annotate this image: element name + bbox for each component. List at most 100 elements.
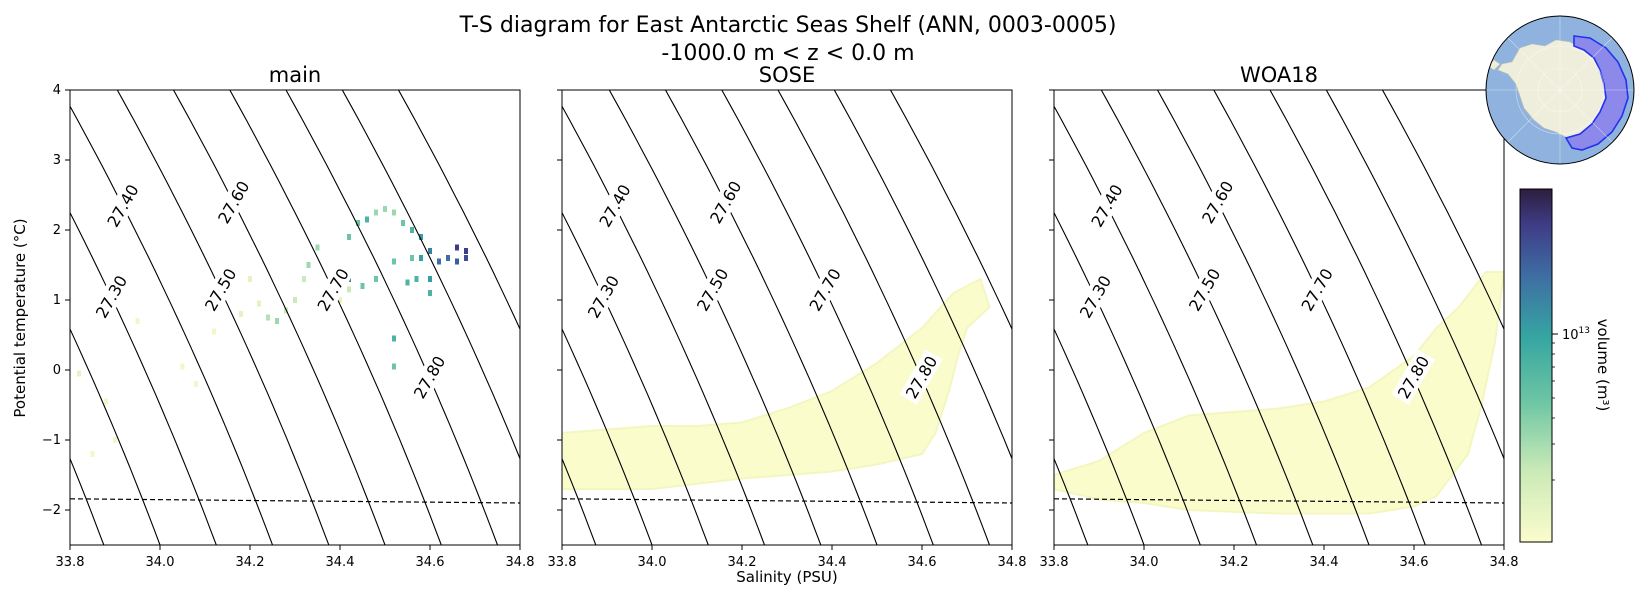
ts-bin — [135, 318, 140, 324]
contour-label: 27.30 — [1076, 272, 1115, 321]
ts-bin — [464, 248, 468, 254]
isopycnal-line — [285, 90, 499, 545]
ts-bin — [405, 279, 410, 286]
contour-label: 27.30 — [92, 272, 131, 321]
contour-label-bg — [211, 174, 256, 230]
x-tick-label: 34.6 — [908, 555, 937, 570]
x-tick-label: 34.8 — [1490, 555, 1519, 570]
isopycnal-line — [1100, 90, 1314, 545]
contour-label: 27.80 — [410, 353, 449, 402]
contour-label: 27.40 — [1087, 181, 1126, 230]
ts-bin — [392, 209, 396, 216]
x-tick-label: 34.0 — [638, 555, 667, 570]
ts-bin — [248, 276, 252, 282]
isopycnal-line — [777, 90, 991, 545]
y-tick-label: 4 — [53, 83, 61, 98]
ts-bin — [266, 314, 270, 321]
isopycnal-line — [70, 211, 217, 545]
ts-bin — [437, 258, 441, 265]
ts-bin — [180, 363, 185, 370]
isopycnal-line — [116, 90, 330, 545]
contour-label-bg — [899, 349, 943, 405]
panel-woa18-frame — [1053, 89, 1505, 546]
contour-label: 27.50 — [201, 265, 240, 314]
freezing-line — [562, 498, 1012, 504]
contour-label-bg — [1073, 268, 1117, 325]
contour-label-bg — [198, 261, 242, 318]
ts-bin — [428, 276, 432, 282]
contour-label-bg — [1182, 261, 1226, 318]
x-tick-label: 34.8 — [506, 555, 535, 570]
contour-label: 27.40 — [103, 181, 142, 230]
y-tick-label: 2 — [53, 223, 61, 238]
ts-bin — [455, 258, 459, 265]
contour-label-bg — [89, 268, 133, 325]
panel-woa18-ticks: 33.8 34.0 34.2 34.4 34.6 34.8 — [1040, 89, 1519, 570]
x-tick-label: 34.4 — [1310, 555, 1339, 570]
region-map-inset — [1485, 15, 1635, 165]
ts-bin — [365, 216, 369, 223]
isopycnal-line — [1054, 457, 1089, 545]
isopycnal-line — [1054, 327, 1145, 545]
ts-bin — [338, 297, 342, 303]
ts-bin — [302, 276, 306, 282]
x-tick-label: 34.6 — [416, 555, 445, 570]
colorbar: 1013 volume (m³) — [1519, 188, 1612, 543]
isopycnal-line — [562, 457, 597, 545]
y-tick-label: 3 — [53, 153, 61, 168]
isopycnal-line — [398, 90, 520, 331]
contour-label-bg — [1295, 261, 1339, 318]
figure-title-line1: T-S diagram for East Antarctic Seas Shel… — [459, 13, 1117, 38]
isopycnal-line — [1382, 90, 1504, 331]
x-tick-label: 34.2 — [728, 555, 757, 570]
y-tick-label: 1 — [53, 293, 61, 308]
colorbar-gradient — [1519, 188, 1553, 543]
ts-bin — [410, 227, 414, 233]
isopycnal-line — [562, 211, 709, 545]
isopycnal-line — [70, 457, 105, 545]
x-tick-label: 34.6 — [1400, 555, 1429, 570]
freezing-line — [1054, 498, 1504, 504]
ts-bin — [275, 318, 279, 324]
contour-label: 27.60 — [214, 178, 253, 227]
panel-title-main: main — [269, 63, 321, 87]
ts-bin — [392, 335, 396, 342]
y-tick-label: −1 — [42, 433, 61, 448]
contour-label-bg — [581, 268, 625, 325]
ts-bin — [104, 398, 108, 405]
ts-bin — [383, 206, 387, 212]
isopycnal-line — [1157, 90, 1370, 545]
contour-label: 27.30 — [584, 272, 623, 321]
ts-bin — [77, 370, 81, 377]
ts-bin — [410, 255, 414, 261]
ts-bin — [347, 234, 351, 240]
isopycnal-line — [562, 327, 653, 545]
ts-bin — [464, 255, 468, 261]
x-tick-label: 34.0 — [146, 555, 175, 570]
ts-bin — [113, 437, 117, 443]
isopycnal-line — [721, 90, 934, 545]
y-tick-label: 0 — [53, 363, 61, 378]
y-tick-label: −2 — [42, 503, 61, 518]
ts-bin — [356, 220, 360, 226]
ts-bin — [374, 209, 378, 216]
colorbar-label: volume (m³) — [1594, 319, 1612, 412]
panel-title-woa18: WOA18 — [1240, 63, 1318, 87]
isopycnal-line — [1054, 211, 1201, 545]
panel-title-sose: SOSE — [759, 63, 815, 87]
ts-bin — [360, 283, 365, 289]
ts-bin — [90, 451, 95, 457]
x-axis-label: Salinity (PSU) — [736, 568, 838, 586]
isopycnal-line — [1325, 90, 1504, 461]
x-tick-label: 34.8 — [998, 555, 1027, 570]
contour-label-bg — [803, 261, 847, 318]
isopycnal-line — [1054, 105, 1258, 545]
panel-sose-ticks: 33.8 34.0 34.2 34.4 34.6 34.8 — [548, 89, 1027, 570]
x-tick-label: 34.2 — [1220, 555, 1249, 570]
isopycnal-line — [328, 90, 540, 545]
ts-bin — [293, 297, 297, 303]
panel-main-ticks: 33.8 34.0 34.2 34.4 34.6 34.8 4 3 2 1 0 −1 −2 — [42, 83, 535, 570]
isopycnal-line — [173, 90, 386, 545]
isopycnal-line — [890, 90, 1012, 331]
